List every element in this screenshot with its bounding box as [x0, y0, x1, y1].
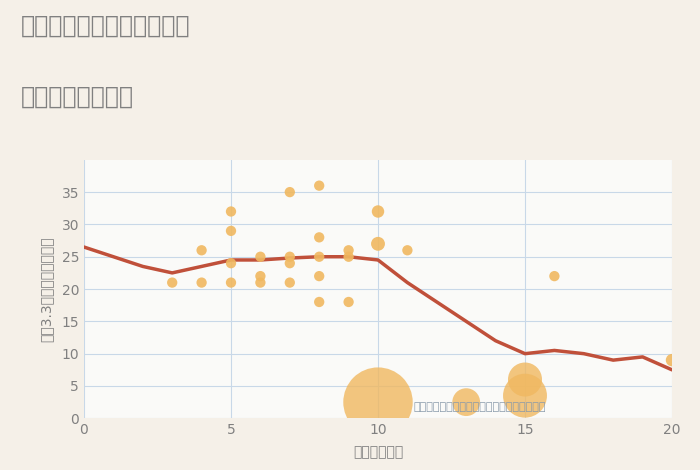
Point [519, 392, 531, 399]
Point [343, 253, 354, 260]
Text: 円の大きさは、取引のあった物件面積を示す: 円の大きさは、取引のあった物件面積を示す [413, 402, 546, 412]
Point [255, 272, 266, 280]
Point [225, 259, 237, 267]
Point [461, 399, 472, 406]
Y-axis label: 坪（3.3㎡）単価（万円）: 坪（3.3㎡）単価（万円） [39, 236, 53, 342]
Point [255, 279, 266, 286]
Point [402, 246, 413, 254]
Point [225, 227, 237, 235]
Point [167, 279, 178, 286]
Point [372, 208, 384, 215]
Point [255, 253, 266, 260]
Point [314, 272, 325, 280]
Text: 駅距離別土地価格: 駅距離別土地価格 [21, 85, 134, 109]
X-axis label: 駅距離（分）: 駅距離（分） [353, 446, 403, 460]
Point [284, 259, 295, 267]
Point [284, 279, 295, 286]
Point [343, 298, 354, 306]
Point [284, 188, 295, 196]
Point [196, 279, 207, 286]
Point [666, 356, 678, 364]
Point [314, 182, 325, 189]
Point [372, 399, 384, 406]
Point [284, 253, 295, 260]
Point [372, 240, 384, 248]
Point [225, 208, 237, 215]
Point [343, 246, 354, 254]
Point [314, 298, 325, 306]
Text: 奈良県磯城郡川西町吐田の: 奈良県磯城郡川西町吐田の [21, 14, 190, 38]
Point [314, 234, 325, 241]
Point [314, 253, 325, 260]
Point [519, 376, 531, 384]
Point [196, 246, 207, 254]
Point [225, 279, 237, 286]
Point [549, 272, 560, 280]
